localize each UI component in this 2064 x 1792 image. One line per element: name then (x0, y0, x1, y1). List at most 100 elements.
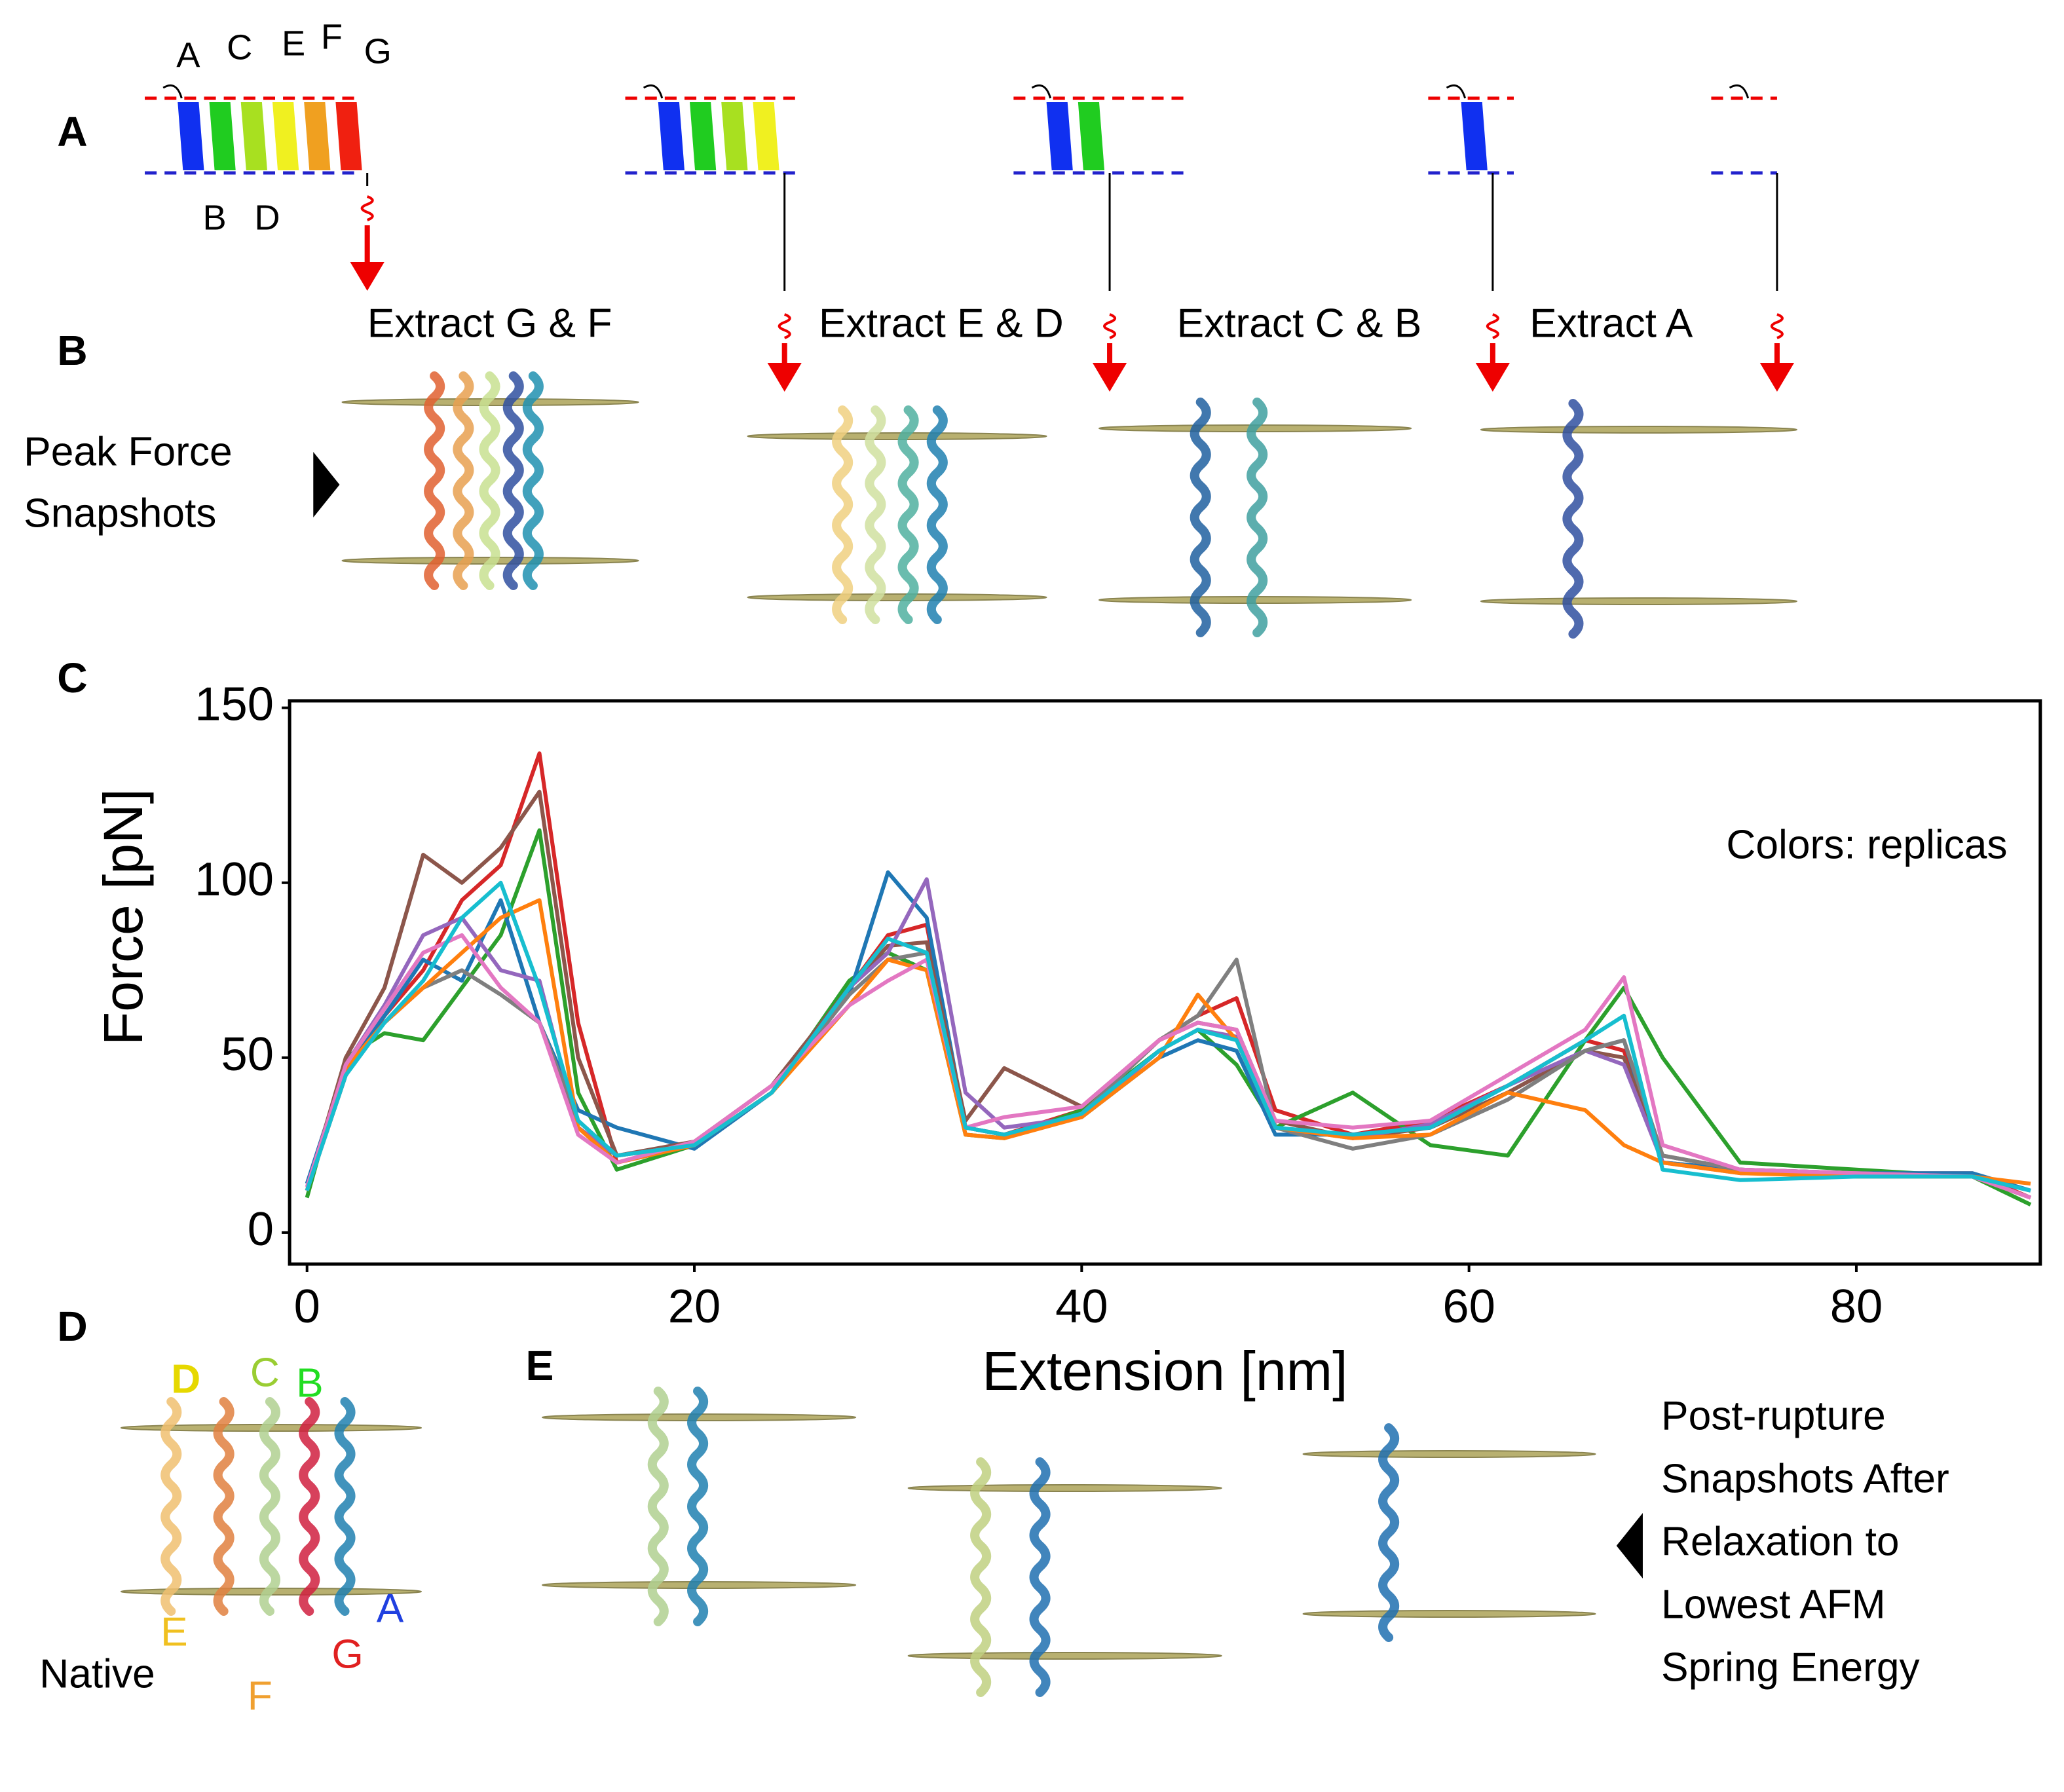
helix-ribbon (160, 1397, 182, 1616)
pointer (313, 452, 340, 517)
helix-ribbon (865, 405, 886, 624)
native-letter: B (296, 1361, 324, 1406)
panel-label: A (57, 108, 87, 155)
helix-letter: B (202, 198, 226, 237)
helix-ribbon (897, 405, 919, 624)
x-axis-label: Extension [nm] (982, 1340, 1347, 1402)
y-tick-label: 50 (221, 1028, 274, 1081)
helix-ribbon (502, 371, 524, 590)
spring (1103, 313, 1117, 339)
tm-helix (240, 102, 267, 170)
helix-ribbon (1378, 1423, 1400, 1642)
tm-helix (209, 102, 236, 170)
replica-line (305, 933, 2031, 1200)
tm-helix (1046, 102, 1073, 170)
replica-line (305, 870, 2031, 1193)
native-letter: E (160, 1610, 188, 1655)
helix-ribbon (453, 371, 474, 590)
x-tick-label: 40 (1055, 1280, 1108, 1333)
tm-helix (690, 102, 717, 170)
extract-title: Extract A (1529, 301, 1693, 346)
replica-line (305, 898, 2031, 1191)
replica-line (305, 877, 2031, 1193)
helix-ribbon (522, 371, 544, 590)
side-caption: Relaxation to (1661, 1520, 1899, 1565)
annotation: Colors: replicas (1726, 823, 2007, 868)
extract-title: Extract C & B (1177, 301, 1422, 346)
side-caption: Post-rupture (1661, 1394, 1886, 1439)
tm-helix (304, 102, 331, 170)
side-caption: Peak Force (24, 430, 232, 475)
side-caption: Snapshots (24, 491, 216, 536)
loop (643, 84, 664, 99)
side-caption: Lowest AFM (1661, 1582, 1886, 1628)
tm-helix (1461, 102, 1488, 170)
extract-title: Extract E & D (819, 301, 1064, 346)
loop (1729, 84, 1750, 99)
helix-ribbon (647, 1387, 669, 1626)
panel-label: B (57, 327, 87, 374)
spring (778, 313, 791, 339)
helix-ribbon (259, 1397, 280, 1616)
native-letter: C (250, 1351, 280, 1396)
helix-ribbon (424, 371, 445, 590)
y-tick-label: 100 (195, 853, 274, 906)
membrane-plane (1302, 1610, 1596, 1618)
native-letter: F (248, 1674, 272, 1719)
pull-arrow-head (1475, 363, 1510, 392)
native-letter: A (377, 1586, 404, 1632)
panel-label: E (525, 1342, 554, 1389)
tm-helix (272, 102, 299, 170)
extract-title: Extract G & F (367, 301, 612, 346)
membrane-plane (747, 432, 1047, 440)
y-tick-label: 150 (195, 679, 274, 731)
y-axis-label: Force [pN] (92, 789, 154, 1045)
x-tick-label: 0 (294, 1280, 320, 1333)
helix-ribbon (299, 1397, 320, 1616)
helix-ribbon (334, 1397, 356, 1616)
helix-ribbon (687, 1387, 709, 1626)
pull-arrow-head (350, 262, 385, 291)
native-letter: D (171, 1357, 200, 1402)
membrane-plane (907, 1652, 1222, 1660)
membrane-plane (747, 593, 1047, 601)
pull-arrow-head (1759, 363, 1795, 392)
tm-helix (753, 102, 779, 170)
membrane-plane (907, 1484, 1222, 1492)
helix-ribbon (926, 405, 948, 624)
panel-label: C (57, 654, 87, 701)
helix-ribbon (1247, 398, 1268, 637)
side-caption: Spring Energy (1661, 1645, 1920, 1690)
spring (1486, 313, 1499, 339)
replica-line (305, 789, 2031, 1200)
tm-helix (1078, 102, 1105, 170)
helix-letter: C (227, 28, 252, 67)
x-tick-label: 20 (668, 1280, 721, 1333)
helix-ribbon (1562, 399, 1584, 639)
tm-helix (658, 102, 685, 170)
helix-letter: A (176, 35, 200, 75)
plot-frame (288, 699, 2042, 1266)
helix-letter: G (364, 31, 392, 71)
membrane-plane (1480, 426, 1798, 434)
helix-ribbon (832, 405, 854, 624)
x-tick-label: 80 (1830, 1280, 1883, 1333)
decorations (120, 84, 1798, 1697)
loop (162, 84, 183, 99)
loop (1446, 84, 1467, 99)
pull-arrow-head (1092, 363, 1127, 392)
spring (1770, 313, 1784, 339)
helix-ribbon (1029, 1457, 1051, 1697)
tm-helix (721, 102, 748, 170)
pull-arrow-head (767, 363, 802, 392)
x-tick-label: 60 (1442, 1280, 1495, 1333)
replica-line (305, 880, 2031, 1193)
helix-ribbon (479, 371, 500, 590)
spring (360, 195, 374, 221)
helix-letter: E (282, 24, 305, 63)
tm-helix (178, 102, 204, 170)
native-label: Native (39, 1652, 155, 1697)
helix-ribbon (1190, 398, 1211, 637)
membrane-plane (1302, 1450, 1596, 1458)
